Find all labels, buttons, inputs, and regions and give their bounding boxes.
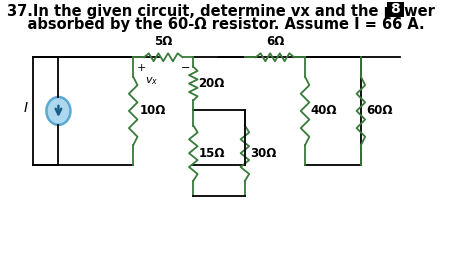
Text: 30Ω: 30Ω (250, 147, 276, 160)
Text: −: − (181, 63, 190, 73)
Text: +: + (137, 63, 146, 73)
Text: $v_x$: $v_x$ (145, 75, 158, 87)
Text: 60Ω: 60Ω (366, 105, 392, 117)
FancyBboxPatch shape (387, 1, 404, 17)
Text: 20Ω: 20Ω (199, 77, 225, 90)
Text: 10Ω: 10Ω (139, 105, 165, 117)
Text: 37.In the given circuit, determine vx and the power: 37.In the given circuit, determine vx an… (7, 4, 435, 18)
Text: 15Ω: 15Ω (199, 147, 225, 160)
Text: 6Ω: 6Ω (266, 35, 284, 48)
Circle shape (46, 97, 71, 125)
Text: $I$: $I$ (23, 101, 28, 115)
Text: 5Ω: 5Ω (154, 35, 173, 48)
Text: absorbed by the 60-Ω resistor. Assume I = 66 A.: absorbed by the 60-Ω resistor. Assume I … (7, 17, 425, 31)
Text: 8: 8 (391, 2, 400, 16)
Text: 40Ω: 40Ω (310, 105, 337, 117)
